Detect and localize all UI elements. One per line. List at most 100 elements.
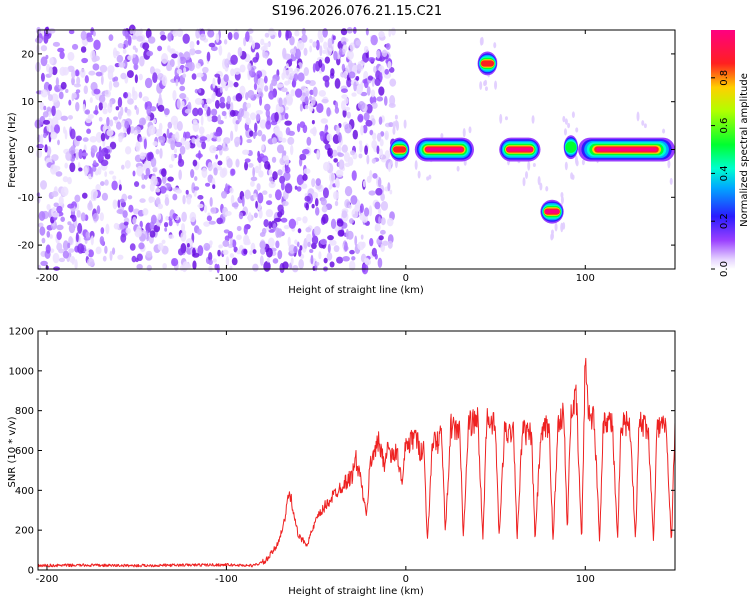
spectrogram-noise-speck	[176, 28, 184, 38]
spectrogram-noise-speck	[296, 174, 304, 186]
spectrogram-noise-speck	[203, 221, 211, 227]
spectrogram-noise-speck	[85, 117, 92, 124]
spectrogram-noise-speck	[113, 222, 120, 230]
spectrogram-noise-speck	[38, 210, 46, 221]
spectrogram-noise-speck	[136, 165, 144, 177]
spectrogram-noise-speck	[284, 69, 291, 79]
spectrogram-noise-speck	[289, 48, 297, 55]
spectrogram-noise-speck	[128, 204, 134, 213]
spectrogram-noise-speck	[177, 158, 185, 167]
spectrogram-noise-speck	[192, 107, 199, 117]
spectrogram-noise-speck	[145, 101, 153, 109]
spectrogram-noise-speck	[348, 260, 356, 271]
spectrogram-noise-speck	[311, 178, 316, 188]
colorbar-tick-label: 0.0	[719, 261, 730, 277]
spectrogram-noise-speck	[336, 152, 342, 157]
spectrogram-noise-speck	[176, 98, 181, 109]
spectrogram-noise-speck	[322, 161, 330, 172]
spectrogram-noise-speck	[154, 188, 161, 193]
spectrogram-noise-speck	[209, 132, 214, 139]
spectrogram-noise-speck	[210, 115, 219, 123]
spectrogram-noise-speck	[283, 225, 290, 230]
spectrogram-noise-speck	[358, 140, 363, 145]
spectrogram-noise-speck	[252, 56, 259, 63]
spectrogram-faint-speck	[662, 128, 666, 134]
spectrogram-noise-speck	[290, 257, 294, 266]
spectrogram-noise-speck	[259, 247, 266, 255]
spectrogram-noise-speck	[182, 194, 186, 205]
spectrogram-noise-speck	[71, 93, 75, 102]
spectrogram-noise-speck	[215, 32, 220, 43]
spectrogram-noise-speck	[301, 34, 308, 43]
spectrogram-noise-speck	[138, 242, 145, 250]
spectrogram-noise-speck	[118, 184, 122, 191]
spectrogram-faint-speck	[575, 159, 579, 167]
spectrogram-noise-speck	[112, 199, 118, 210]
spectrogram-noise-speck	[344, 97, 349, 105]
spectrogram-noise-speck	[164, 196, 170, 206]
spectrogram-noise-speck	[284, 120, 292, 126]
spectrogram-faint-speck	[571, 174, 575, 180]
spectrogram-noise-speck	[247, 89, 255, 99]
spectrogram-noise-speck	[87, 257, 95, 267]
spectrogram-noise-speck	[135, 107, 140, 116]
spectrogram-noise-speck	[253, 82, 258, 91]
spectrogram-noise-speck	[139, 198, 146, 203]
spectrogram-y-tick-label: 10	[21, 97, 34, 108]
spectrogram-noise-speck	[48, 66, 53, 77]
spectrogram-noise-speck	[234, 136, 241, 146]
spectrogram-noise-speck	[80, 68, 86, 78]
spectrogram-noise-speck	[334, 177, 340, 188]
spectrogram-noise-speck	[100, 159, 109, 167]
spectrogram-noise-speck	[274, 189, 282, 201]
spectrogram-noise-speck	[363, 207, 370, 217]
spectrogram-noise-speck	[196, 72, 204, 78]
spectrogram-noise-speck	[250, 176, 258, 182]
spectrogram-noise-speck	[300, 85, 307, 93]
spectrogram-noise-speck	[118, 135, 123, 143]
spectrogram-noise-speck	[217, 249, 221, 257]
spectrogram-noise-speck	[268, 169, 272, 176]
spectrogram-noise-speck	[124, 146, 132, 155]
spectrogram-noise-speck	[119, 222, 126, 230]
spectrogram-noise-speck	[229, 253, 235, 259]
spectrogram-noise-speck	[351, 208, 359, 219]
spectrogram-noise-speck	[236, 225, 242, 232]
spectrogram-noise-speck	[102, 255, 107, 262]
spectrogram-noise-speck	[336, 256, 344, 264]
spectrogram-noise-speck	[326, 107, 331, 117]
spectrogram-noise-speck	[190, 169, 195, 179]
spectrogram-noise-speck	[268, 176, 274, 182]
spectrogram-noise-speck	[158, 93, 162, 103]
spectrogram-noise-speck	[170, 115, 179, 126]
spectrogram-noise-speck	[336, 145, 342, 153]
spectrogram-noise-speck	[162, 262, 167, 270]
spectrogram-noise-speck	[264, 32, 270, 38]
spectrogram-noise-speck	[62, 176, 69, 183]
spectrogram-noise-speck	[383, 95, 388, 106]
spectrogram-noise-speck	[350, 150, 356, 156]
spectrogram-noise-speck	[271, 156, 277, 163]
spectrogram-noise-speck	[159, 148, 163, 159]
spectrogram-noise-speck	[282, 261, 289, 270]
spectrogram-noise-speck	[186, 242, 190, 248]
spectrogram-noise-speck	[163, 108, 170, 116]
spectrogram-noise-speck	[318, 251, 322, 260]
spectrogram-noise-speck	[131, 86, 135, 97]
spectrogram-noise-speck	[335, 169, 344, 178]
spectrogram-noise-speck	[362, 215, 369, 223]
spectrogram-noise-speck	[87, 201, 93, 211]
colorbar-tick-label: 0.2	[719, 213, 730, 229]
spectrogram-noise-speck	[120, 120, 125, 127]
spectrogram-noise-speck	[42, 111, 49, 118]
spectrogram-noise-speck	[93, 160, 97, 166]
spectrogram-noise-speck	[48, 111, 51, 118]
spectrogram-noise-speck	[365, 119, 373, 127]
spectrogram-faint-speck	[554, 222, 558, 232]
spectrogram-noise-speck	[349, 42, 355, 51]
spectrogram-noise-speck	[116, 208, 124, 214]
spectrogram-noise-speck	[337, 229, 345, 237]
spectrogram-noise-speck	[256, 155, 264, 162]
spectrogram-noise-speck	[277, 204, 284, 213]
spectrogram-noise-speck	[67, 242, 71, 249]
